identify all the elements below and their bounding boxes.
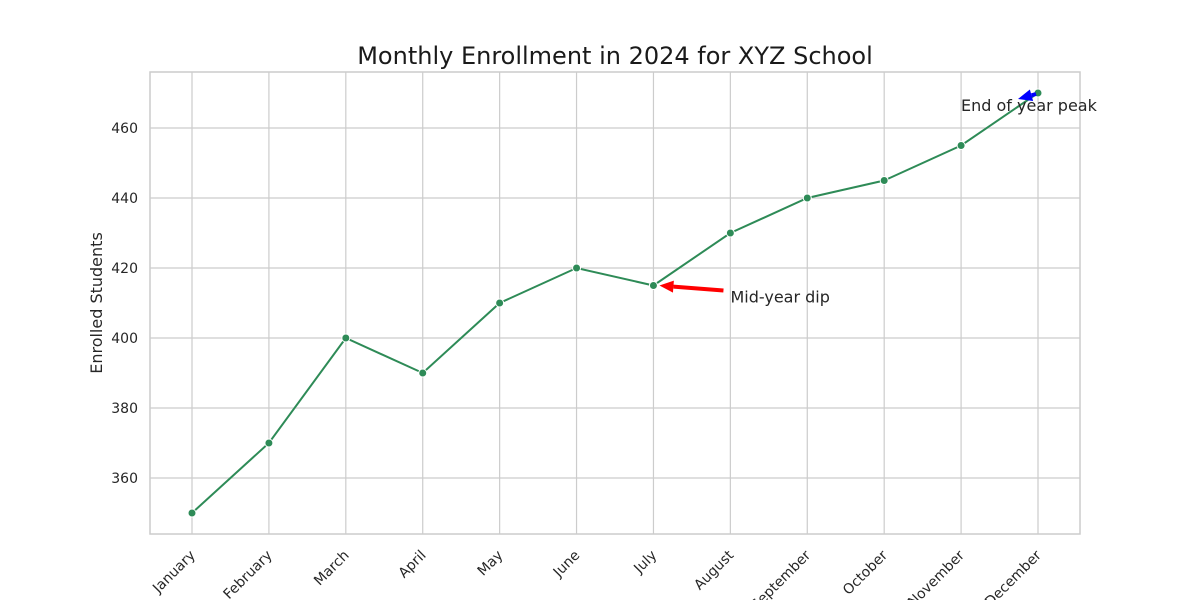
x-tick-label: October — [840, 547, 891, 598]
x-tick-label: September — [748, 547, 814, 600]
x-tick-label: November — [905, 547, 968, 600]
series-layer — [187, 88, 1043, 518]
data-point — [956, 141, 966, 150]
y-tick-label: 420 — [111, 261, 138, 277]
y-axis-title: Enrolled Students — [87, 232, 106, 374]
x-tick-label: January — [149, 548, 199, 598]
x-tick-label: May — [475, 548, 507, 580]
data-point — [495, 298, 505, 308]
data-point — [648, 281, 658, 290]
data-point — [725, 228, 735, 238]
annotation-arrow-head — [659, 280, 674, 293]
annotation-label-mid-year-dip: Mid-year dip — [730, 288, 829, 307]
data-point — [572, 263, 582, 273]
data-point — [418, 368, 428, 378]
series-line — [191, 92, 1039, 514]
x-tick-label: July — [630, 548, 660, 578]
tick-layer: 360 380 400 420 440 460 January February March Ap… — [111, 121, 1045, 600]
y-tick-label: 440 — [111, 191, 138, 207]
x-tick-label: April — [396, 548, 430, 582]
y-tick-label: 360 — [111, 471, 138, 487]
annotation-arrow-head — [1018, 89, 1034, 102]
y-tick-label: 400 — [111, 331, 138, 347]
data-point — [264, 438, 274, 448]
plot-frame — [149, 71, 1081, 535]
annotation-arrow-shaft — [1030, 92, 1037, 98]
annotation-label-end-of-year-peak: End of year peak — [961, 96, 1098, 115]
x-tick-label: March — [311, 548, 352, 589]
annotation-arrow-shaft — [673, 284, 724, 293]
data-point — [187, 508, 197, 518]
data-point — [879, 176, 889, 185]
y-tick-label: 460 — [111, 121, 138, 137]
y-tick-label: 380 — [111, 401, 138, 417]
x-tick-label: February — [221, 548, 276, 600]
data-point — [802, 193, 812, 203]
chart-title: Monthly Enrollment in 2024 for XYZ Schoo… — [357, 42, 873, 70]
x-tick-label: June — [550, 548, 584, 582]
annotation-layer: Mid-year dip End of year peak — [659, 89, 1098, 307]
x-tick-label: August — [691, 547, 737, 593]
data-point — [341, 333, 351, 343]
grid-layer — [150, 72, 1080, 534]
x-tick-label: December — [982, 547, 1045, 600]
